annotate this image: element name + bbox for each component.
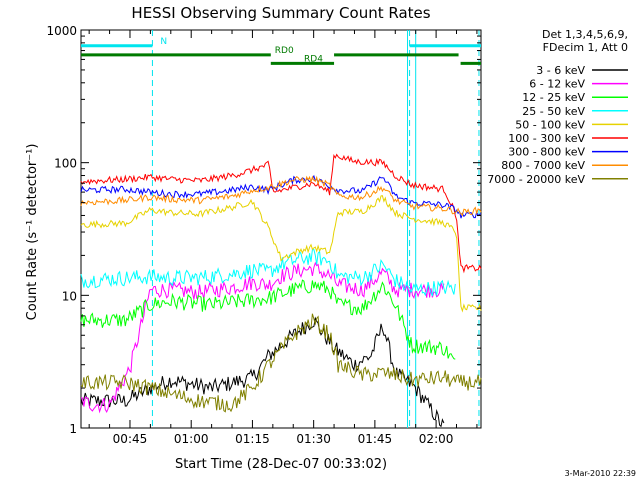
flag-label-n: N [160,37,167,47]
legend-label-8: 800 - 7000 keV [501,159,585,172]
x-axis-label: Start Time (28-Dec-07 00:33:02) [175,457,387,472]
legend-label-1: 3 - 6 keV [536,64,585,77]
legend-label-3: 12 - 25 keV [522,91,585,104]
plot-area: N RD0 RD4 [80,29,482,429]
x-axis: 00:45 01:00 01:15 01:30 01:45 02:00 [88,30,478,446]
series-line-2 [80,261,445,414]
legend-label-2: 6 - 12 keV [529,78,585,91]
series-line-8 [80,175,482,217]
y-tick-label: 1000 [46,24,77,38]
y-tick-label: 10 [62,289,77,303]
legend-header-line-2: FDecim 1, Att 0 [543,41,628,54]
legend: Det 1,3,4,5,6,9, FDecim 1, Att 0 3 - 6 k… [487,28,628,186]
timestamp: 3-Mar-2010 22:39 [565,469,636,478]
flag-label-rd4: RD4 [304,54,323,64]
y-tick-label: 100 [54,157,77,171]
legend-label-4: 25 - 50 keV [522,105,585,118]
x-tick-label: 01:30 [296,432,331,446]
y-tick-label: 1 [69,422,77,436]
series-line-1 [80,316,445,428]
plot-frame [80,29,482,429]
legend-label-7: 300 - 800 keV [508,146,585,159]
legend-label-9: 7000 - 20000 keV [487,173,585,186]
x-tick-label: 02:00 [419,432,454,446]
flag-label-rd0: RD0 [275,46,294,56]
legend-label-5: 50 - 100 keV [515,118,585,131]
y-axis-label: Count Rate (s⁻¹ detector⁻¹) [25,144,40,321]
y-axis: 1 10 100 1000 [46,24,481,436]
series-line-3 [80,279,456,360]
series-line-4 [80,248,456,297]
series-line-6 [80,153,482,274]
x-tick-label: 01:00 [174,432,209,446]
legend-header-line-1: Det 1,3,4,5,6,9, [542,28,628,41]
x-tick-label: 01:45 [358,432,393,446]
legend-label-6: 100 - 300 keV [508,132,585,145]
series-line-9 [80,313,482,413]
chart-title: HESSI Observing Summary Count Rates [131,4,430,22]
x-tick-label: 00:45 [113,432,148,446]
series-line-5 [80,195,482,313]
x-tick-label: 01:15 [235,432,270,446]
